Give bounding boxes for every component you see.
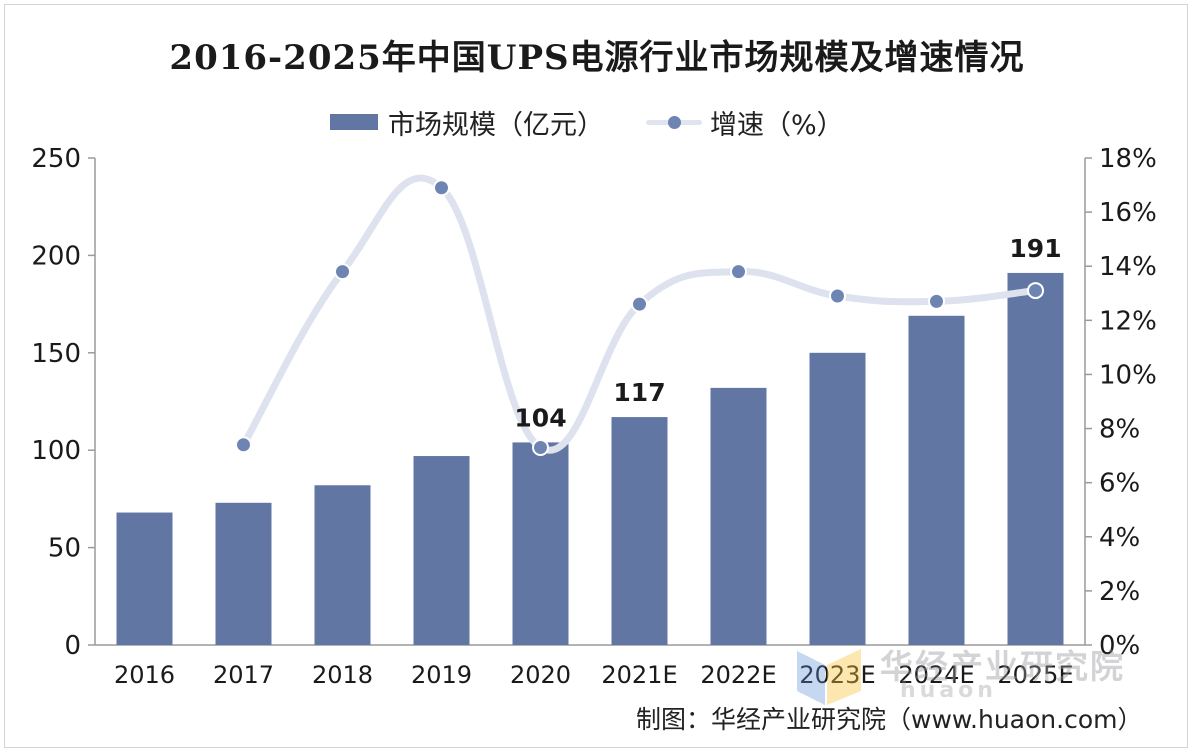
legend-bar-label: 市场规模（亿元） bbox=[388, 109, 604, 141]
right-tick-label: 10% bbox=[1099, 360, 1157, 390]
left-tick-label: 150 bbox=[31, 339, 81, 369]
bar-2021E bbox=[611, 417, 668, 645]
legend-item-growth-rate: 增速（%） bbox=[646, 103, 844, 142]
right-tick-label: 0% bbox=[1099, 631, 1140, 661]
right-tick-label: 16% bbox=[1099, 198, 1157, 228]
x-tick-label: 2024E bbox=[898, 661, 974, 689]
growth-point-2020 bbox=[532, 438, 549, 456]
bar-2018 bbox=[314, 485, 371, 645]
growth-point-2025E bbox=[1027, 282, 1044, 300]
bar-2023E bbox=[809, 352, 866, 645]
right-tick-label: 14% bbox=[1099, 252, 1157, 282]
right-tick-label: 8% bbox=[1099, 415, 1140, 445]
legend-line-swatch bbox=[646, 112, 702, 132]
watermark-text: 华经产业研究院 bbox=[880, 647, 1125, 686]
chart-legend: 市场规模（亿元） 增速（%） bbox=[330, 103, 886, 142]
x-tick-label: 2018 bbox=[312, 661, 373, 689]
growth-point-2022E bbox=[730, 263, 747, 281]
data-label-2025E: 191 bbox=[1009, 234, 1061, 263]
growth-point-2023E bbox=[829, 287, 846, 305]
growth-point-2021E bbox=[631, 295, 648, 313]
bar-2020 bbox=[512, 442, 569, 645]
growth-point-2018 bbox=[334, 263, 351, 281]
left-tick-label: 50 bbox=[48, 534, 81, 564]
x-tick-label: 2025E bbox=[997, 661, 1073, 689]
bar-2022E bbox=[710, 387, 767, 645]
data-label-2020: 104 bbox=[514, 403, 566, 432]
bar-2024E bbox=[908, 315, 965, 645]
growth-point-2019 bbox=[433, 179, 450, 197]
left-tick-label: 0 bbox=[64, 631, 81, 661]
left-tick-label: 250 bbox=[31, 144, 81, 174]
x-tick-label: 2023E bbox=[799, 661, 875, 689]
watermark-logo-icon bbox=[797, 649, 861, 705]
growth-rate-line bbox=[240, 174, 1039, 454]
bar-2025E bbox=[1007, 272, 1064, 645]
x-tick-label: 2022E bbox=[700, 661, 776, 689]
watermark-subtext: huaon bbox=[900, 678, 997, 703]
x-tick-label: 2019 bbox=[411, 661, 472, 689]
x-tick-label: 2016 bbox=[114, 661, 175, 689]
x-tick-label: 2020 bbox=[510, 661, 571, 689]
x-tick-label: 2017 bbox=[213, 661, 274, 689]
right-tick-label: 6% bbox=[1099, 469, 1140, 499]
left-tick-label: 200 bbox=[31, 241, 81, 271]
growth-point-2024E bbox=[928, 292, 945, 310]
growth-point-2017 bbox=[235, 436, 252, 454]
right-tick-label: 12% bbox=[1099, 306, 1157, 336]
right-tick-label: 18% bbox=[1099, 144, 1157, 174]
source-credit: 制图：华经产业研究院（www.huaon.com） bbox=[636, 705, 1143, 734]
legend-item-market-size: 市场规模（亿元） bbox=[330, 103, 604, 142]
legend-line-label: 增速（%） bbox=[710, 109, 844, 141]
data-label-2021E: 117 bbox=[613, 378, 665, 407]
bar-2017 bbox=[215, 502, 272, 645]
right-tick-label: 2% bbox=[1099, 577, 1140, 607]
right-tick-label: 4% bbox=[1099, 523, 1140, 553]
chart-title: 2016-2025年中国UPS电源行业市场规模及增速情况 bbox=[169, 38, 1025, 78]
bar-2019 bbox=[413, 456, 470, 645]
left-tick-label: 100 bbox=[31, 436, 81, 466]
legend-bar-swatch bbox=[330, 114, 378, 130]
bar-2016 bbox=[116, 512, 173, 645]
x-tick-label: 2021E bbox=[601, 661, 677, 689]
